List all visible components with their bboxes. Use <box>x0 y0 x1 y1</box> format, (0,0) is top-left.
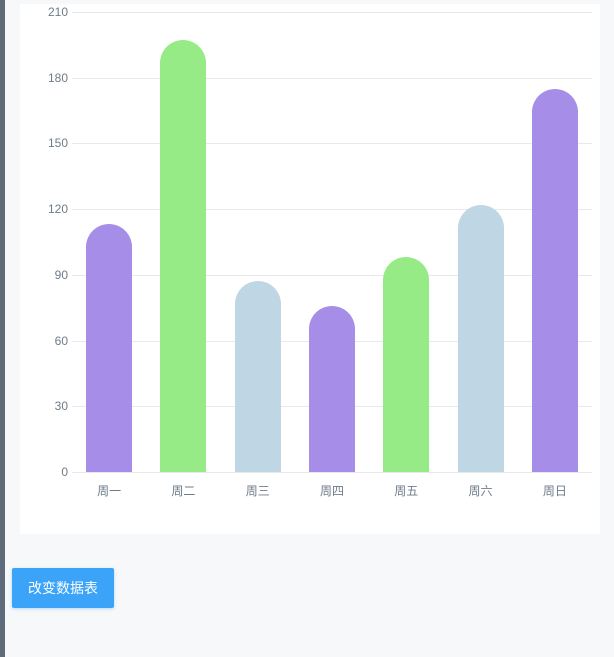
y-axis-label: 210 <box>28 5 68 19</box>
y-axis-label: 180 <box>28 71 68 85</box>
x-axis-label: 周二 <box>171 482 195 499</box>
side-accent-stripe <box>0 0 5 657</box>
change-data-button[interactable]: 改变数据表 <box>12 568 114 608</box>
bar <box>160 40 206 472</box>
gridline <box>72 12 592 13</box>
x-axis-label: 周一 <box>97 482 121 499</box>
bar <box>532 89 578 472</box>
y-axis-label: 90 <box>28 268 68 282</box>
gridline <box>72 143 592 144</box>
gridline <box>72 78 592 79</box>
x-axis-label: 周六 <box>469 482 493 499</box>
bar <box>383 257 429 472</box>
bar <box>458 205 504 472</box>
x-axis-label: 周三 <box>246 482 270 499</box>
plot-area: 0306090120150180210周一周二周三周四周五周六周日 <box>72 12 592 472</box>
gridline <box>72 209 592 210</box>
bar <box>309 306 355 472</box>
y-axis-label: 30 <box>28 399 68 413</box>
y-axis-label: 120 <box>28 202 68 216</box>
x-axis-label: 周五 <box>394 482 418 499</box>
x-axis-label: 周四 <box>320 482 344 499</box>
gridline <box>72 275 592 276</box>
y-axis-label: 150 <box>28 136 68 150</box>
x-axis-label: 周日 <box>543 482 567 499</box>
y-axis-label: 0 <box>28 465 68 479</box>
weekday-bar-chart: 0 30 60 90 120 150 180 210 周一 周二 周三 周四 周五 周六 周日 <box>20 4 600 534</box>
gridline <box>72 472 592 473</box>
bar <box>86 224 132 472</box>
y-axis-label: 60 <box>28 334 68 348</box>
bar <box>235 281 281 472</box>
